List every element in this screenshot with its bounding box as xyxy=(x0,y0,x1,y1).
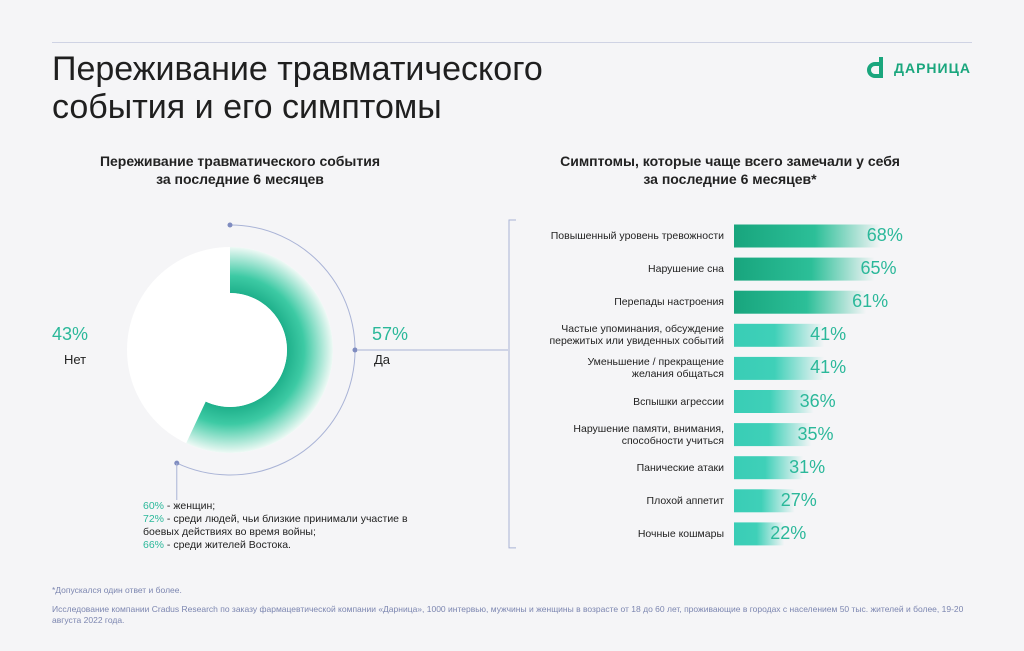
note-item-east-pct: 66% xyxy=(143,539,165,551)
bar-chart-title-line-1: Симптомы, которые чаще всего замечали у … xyxy=(560,153,900,169)
donut-chart-title-line-1: Переживание травматического события xyxy=(99,153,381,169)
bar-3 xyxy=(734,290,867,314)
donut-slice-yes xyxy=(186,247,333,453)
donut-label-yes: Да xyxy=(374,352,391,367)
bar-category-label-line: Панические атаки xyxy=(636,461,724,474)
bar-category-label-line: Ночные кошмары xyxy=(637,527,724,540)
note-item-women-pct: 60% xyxy=(143,500,165,512)
bar-category-label-line: пережитых или увиденных событий xyxy=(549,335,724,348)
note-item-relatives: 72% - среди людей, чьи близкие принимали… xyxy=(143,513,423,539)
donut-label-yes-pct: 57% xyxy=(372,324,409,344)
bar-value-label: 65% xyxy=(860,258,897,279)
bar-category-label: Перепады настроения xyxy=(504,296,724,308)
bar-category-label: Панические атаки xyxy=(504,462,724,474)
bar-category-label: Ночные кошмары xyxy=(504,528,724,540)
bar-chart-title: Симптомы, которые чаще всего замечали у … xyxy=(530,152,930,188)
bar-category-label-line: Частые упоминания, обсуждение xyxy=(561,323,724,336)
note-item-relatives-pct: 72% xyxy=(143,513,165,525)
donut-chart-title-line-2: за последние 6 месяцев xyxy=(156,171,324,187)
bar-value-label: 27% xyxy=(780,489,817,510)
bracket-dot-end xyxy=(174,460,180,466)
page-title-line-2: события и его симптомы xyxy=(52,88,442,126)
bar-value-label: 36% xyxy=(799,390,836,411)
page-title-line-1: Переживание травматического xyxy=(52,50,543,88)
bar-1 xyxy=(734,224,881,248)
top-rule xyxy=(52,42,972,43)
bar-category-label: Нарушение памяти, внимания, способности у… xyxy=(504,423,724,447)
bar-chart-title-line-2: за последние 6 месяцев* xyxy=(643,171,817,187)
note-item-relatives-text: - среди людей, чьи близкие принимали уча… xyxy=(143,513,408,538)
donut-note: 60% - женщин; 72% - среди людей, чьи бли… xyxy=(143,500,423,552)
donut-label-no-pct: 43% xyxy=(52,324,89,344)
bar-category-label: Повышенный уровень тревожности xyxy=(504,230,724,242)
page-title: Переживание травматического события и ег… xyxy=(52,50,672,126)
bar-category-label: Вспышки агрессии xyxy=(504,396,724,408)
bar-category-label: Частые упоминания, обсуждение пережитых и… xyxy=(504,323,724,347)
bar-value-label: 41% xyxy=(810,357,847,378)
note-item-women-text: - женщин; xyxy=(164,500,216,512)
bar-category-label-line: Нарушение памяти, внимания, xyxy=(573,422,724,435)
donut-yes-bracket xyxy=(176,224,356,476)
bar-category-label: Плохой аппетит xyxy=(504,495,724,507)
bracket-dot-start xyxy=(227,222,233,228)
note-item-east-text: - среди жителей Востока. xyxy=(164,539,291,551)
darnitsa-d-logo-icon xyxy=(867,57,883,78)
bracket-dot-yes xyxy=(352,347,358,353)
donut-slice-no xyxy=(127,247,333,453)
bar-2 xyxy=(734,257,875,281)
bar-category-label-line: Перепады настроения xyxy=(614,296,724,309)
bar-category-label-line: Нарушение сна xyxy=(648,263,724,276)
bar-value-label: 61% xyxy=(852,291,889,312)
bar-category-label: Нарушение сна xyxy=(504,263,724,275)
bar-value-label: 22% xyxy=(770,522,807,543)
donut-chart-title: Переживание травматического события за п… xyxy=(60,152,420,188)
logo-wordmark: ДАРНИЦА xyxy=(894,60,971,76)
note-item-women: 60% - женщин; xyxy=(143,500,423,513)
bar-category-label-line: Вспышки агрессии xyxy=(633,395,724,408)
bar-value-label: 41% xyxy=(810,324,847,345)
bar-value-label: 35% xyxy=(797,423,834,444)
bar-category-label-line: желания общаться xyxy=(631,368,724,381)
donut-label-no: Нет xyxy=(64,352,87,367)
bar-category-label-line: Плохой аппетит xyxy=(646,494,724,507)
note-item-east: 66% - среди жителей Востока. xyxy=(143,539,423,552)
bar-value-label: 68% xyxy=(866,225,903,245)
bar-category-label: Уменьшение / прекращение желания общаться xyxy=(504,356,724,380)
footnote: *Допускался один ответ и более. xyxy=(52,585,182,595)
brand-logo: ДАРНИЦА xyxy=(866,56,971,80)
bar-value-label: 31% xyxy=(789,456,826,477)
bar-category-label-line: Уменьшение / прекращение xyxy=(587,356,724,369)
bar-category-label-line: Повышенный уровень тревожности xyxy=(550,230,724,242)
donut-hole xyxy=(173,293,287,407)
bar-category-label-line: способности учиться xyxy=(621,434,724,447)
source-note: Исследование компании Cradus Research по… xyxy=(52,604,964,625)
